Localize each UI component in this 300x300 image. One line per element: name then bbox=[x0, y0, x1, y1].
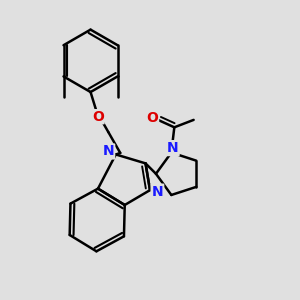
Text: N: N bbox=[167, 141, 178, 155]
Text: O: O bbox=[147, 111, 159, 125]
Text: O: O bbox=[92, 110, 104, 124]
Text: N: N bbox=[103, 145, 114, 158]
Text: N: N bbox=[152, 184, 163, 199]
